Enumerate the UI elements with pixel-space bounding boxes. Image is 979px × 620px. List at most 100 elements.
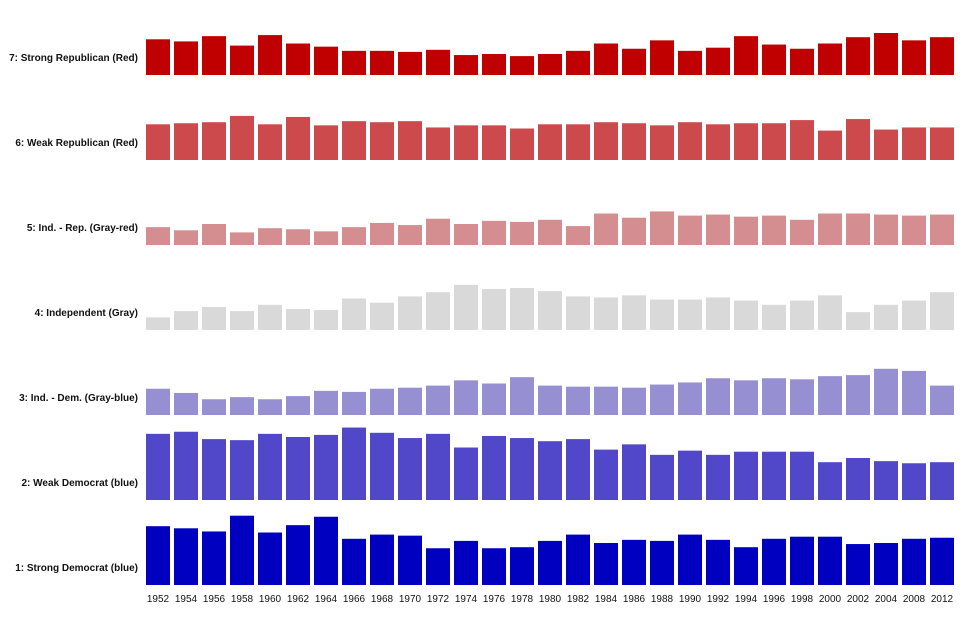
bar-1952[interactable] (146, 39, 170, 75)
bar-2002[interactable] (846, 213, 870, 246)
bar-1974[interactable] (454, 224, 478, 245)
bar-2004[interactable] (874, 214, 898, 245)
bar-1992[interactable] (706, 454, 730, 500)
bar-2008[interactable] (902, 40, 926, 75)
bar-2000[interactable] (818, 376, 842, 415)
bar-2012[interactable] (930, 462, 954, 500)
bar-1952[interactable] (146, 526, 170, 585)
bar-1958[interactable] (230, 515, 254, 585)
bar-2000[interactable] (818, 536, 842, 585)
bar-2002[interactable] (846, 544, 870, 585)
bar-1960[interactable] (258, 304, 282, 330)
bar-1964[interactable] (314, 46, 338, 75)
bar-2004[interactable] (874, 129, 898, 160)
bar-1968[interactable] (370, 432, 394, 500)
bar-2000[interactable] (818, 43, 842, 76)
bar-1982[interactable] (566, 439, 590, 500)
bar-1976[interactable] (482, 125, 506, 160)
bar-2004[interactable] (874, 33, 898, 75)
bar-1960[interactable] (258, 124, 282, 160)
bar-1982[interactable] (566, 386, 590, 415)
bar-2012[interactable] (930, 385, 954, 415)
bar-1970[interactable] (398, 121, 422, 160)
bar-1976[interactable] (482, 435, 506, 500)
bar-1994[interactable] (734, 547, 758, 585)
bar-1982[interactable] (566, 226, 590, 245)
bar-1976[interactable] (482, 289, 506, 330)
bar-1974[interactable] (454, 540, 478, 585)
bar-1986[interactable] (622, 48, 646, 75)
bar-1962[interactable] (286, 396, 310, 415)
bar-1968[interactable] (370, 222, 394, 245)
bar-1996[interactable] (762, 215, 786, 245)
bar-1996[interactable] (762, 123, 786, 160)
bar-1962[interactable] (286, 116, 310, 160)
bar-1992[interactable] (706, 214, 730, 245)
bar-1966[interactable] (342, 391, 366, 415)
bar-1972[interactable] (426, 218, 450, 245)
bar-1986[interactable] (622, 387, 646, 415)
bar-2008[interactable] (902, 127, 926, 160)
bar-2000[interactable] (818, 462, 842, 500)
bar-2012[interactable] (930, 537, 954, 585)
bar-1980[interactable] (538, 124, 562, 160)
bar-1962[interactable] (286, 309, 310, 330)
bar-1952[interactable] (146, 388, 170, 415)
bar-1978[interactable] (510, 288, 534, 330)
bar-1990[interactable] (678, 534, 702, 585)
bar-1960[interactable] (258, 35, 282, 75)
bar-1956[interactable] (202, 36, 226, 75)
bar-1980[interactable] (538, 540, 562, 585)
bar-1986[interactable] (622, 295, 646, 330)
bar-1994[interactable] (734, 216, 758, 245)
bar-1954[interactable] (174, 123, 198, 160)
bar-2000[interactable] (818, 295, 842, 330)
bar-1978[interactable] (510, 438, 534, 500)
bar-2012[interactable] (930, 127, 954, 160)
bar-1960[interactable] (258, 433, 282, 500)
bar-1956[interactable] (202, 122, 226, 160)
bar-1974[interactable] (454, 55, 478, 75)
bar-1978[interactable] (510, 56, 534, 75)
bar-1992[interactable] (706, 124, 730, 160)
bar-1988[interactable] (650, 454, 674, 500)
bar-1982[interactable] (566, 296, 590, 330)
bar-1956[interactable] (202, 306, 226, 330)
bar-1980[interactable] (538, 385, 562, 415)
bar-1972[interactable] (426, 548, 450, 585)
bar-2012[interactable] (930, 37, 954, 75)
bar-2002[interactable] (846, 119, 870, 160)
bar-1962[interactable] (286, 43, 310, 76)
bar-1976[interactable] (482, 383, 506, 416)
bar-1988[interactable] (650, 211, 674, 245)
bar-1964[interactable] (314, 125, 338, 160)
bar-1994[interactable] (734, 123, 758, 160)
bar-1974[interactable] (454, 125, 478, 160)
bar-1998[interactable] (790, 120, 814, 160)
bar-1972[interactable] (426, 292, 450, 330)
bar-1990[interactable] (678, 382, 702, 415)
bar-1990[interactable] (678, 215, 702, 245)
bar-1958[interactable] (230, 45, 254, 75)
bar-1964[interactable] (314, 310, 338, 330)
bar-1984[interactable] (594, 449, 618, 500)
bar-1970[interactable] (398, 535, 422, 585)
bar-1974[interactable] (454, 284, 478, 330)
bar-1970[interactable] (398, 225, 422, 245)
bar-1992[interactable] (706, 297, 730, 330)
bar-2004[interactable] (874, 368, 898, 415)
bar-1978[interactable] (510, 221, 534, 245)
bar-1954[interactable] (174, 392, 198, 415)
bar-1952[interactable] (146, 317, 170, 330)
bar-1988[interactable] (650, 125, 674, 160)
bar-1988[interactable] (650, 540, 674, 585)
bar-1958[interactable] (230, 115, 254, 160)
bar-1980[interactable] (538, 291, 562, 330)
bar-1966[interactable] (342, 298, 366, 331)
bar-1994[interactable] (734, 451, 758, 500)
bar-1992[interactable] (706, 539, 730, 585)
bar-1964[interactable] (314, 231, 338, 245)
bar-1960[interactable] (258, 399, 282, 415)
bar-1994[interactable] (734, 36, 758, 75)
bar-1984[interactable] (594, 543, 618, 585)
